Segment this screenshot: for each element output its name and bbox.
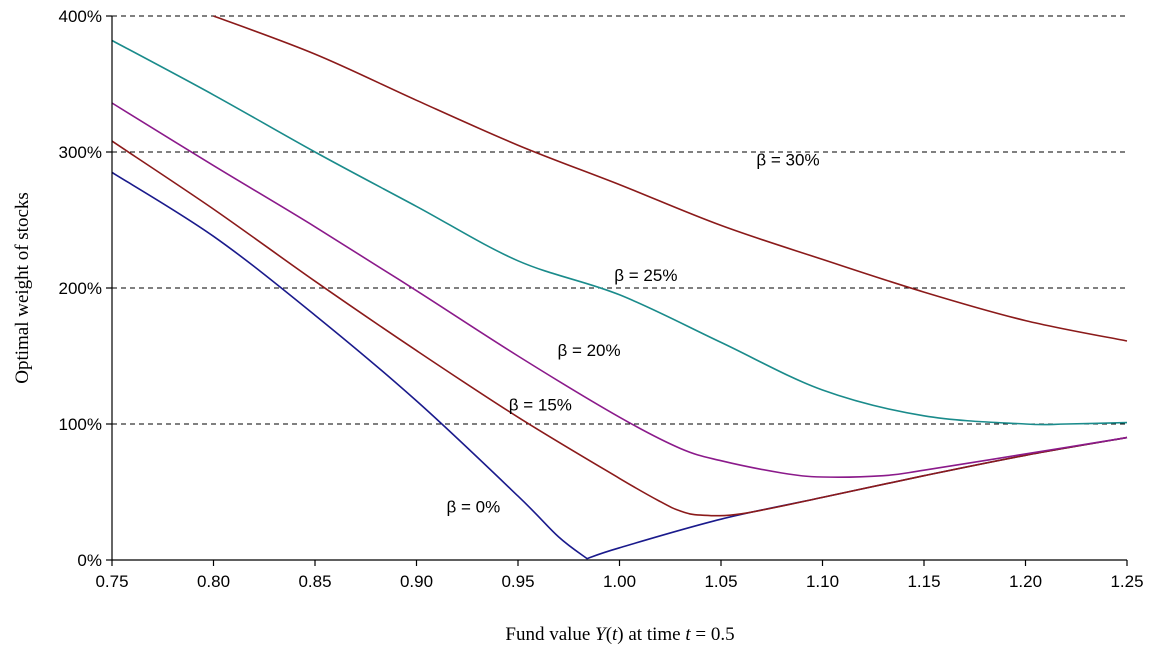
y-tick-label: 200% [59,279,102,298]
series-line-2 [111,102,1128,478]
x-tick-label: 1.25 [1110,572,1143,591]
y-tick-label: 0% [77,551,102,570]
x-tick-label: 0.85 [298,572,331,591]
x-axis-title: Fund value Y(t) at time t = 0.5 [505,624,734,645]
x-axis-title-part: Y [595,624,608,645]
series-line-3 [111,39,1128,426]
x-tick-label: 0.95 [501,572,534,591]
series-line-1 [111,140,1128,517]
x-tick-label: 0.80 [197,572,230,591]
grid-layer [112,15,1127,425]
x-tick-label: 1.15 [907,572,940,591]
series-line-4 [213,15,1128,342]
y-tick-label: 300% [59,143,102,162]
y-axis-title: Optimal weight of stocks [12,192,33,384]
series-layer [111,15,1128,560]
x-tick-label: 1.05 [704,572,737,591]
series-line-0 [111,171,1128,560]
x-axis-title-part: ( [606,624,612,645]
series-label-0: β = 0% [446,497,500,516]
series-label-2: β = 20% [557,341,620,360]
tick-layer: 0% 100% 200% 300% 400% 0.75 0.80 0.85 0.90 0.95 1.… [59,7,1144,591]
x-axis-title-part: t [685,624,691,645]
label-layer: β = 0% β = 15% β = 20% β = 25% β = 30% [446,151,819,517]
x-axis-title-part: t [612,624,618,645]
x-axis-title-part: ) at time [617,624,685,645]
x-tick-label: 1.10 [806,572,839,591]
series-label-3: β = 25% [614,266,677,285]
y-tick-label: 100% [59,415,102,434]
y-tick-label: 400% [59,7,102,26]
series-label-1: β = 15% [509,395,572,414]
x-tick-label: 0.90 [400,572,433,591]
series-label-4: β = 30% [756,151,819,170]
x-axis-title-part: Fund value [505,624,595,645]
x-tick-label: 0.75 [95,572,128,591]
x-tick-label: 1.00 [603,572,636,591]
x-tick-label: 1.20 [1009,572,1042,591]
x-axis-title-part: = 0.5 [691,624,735,645]
